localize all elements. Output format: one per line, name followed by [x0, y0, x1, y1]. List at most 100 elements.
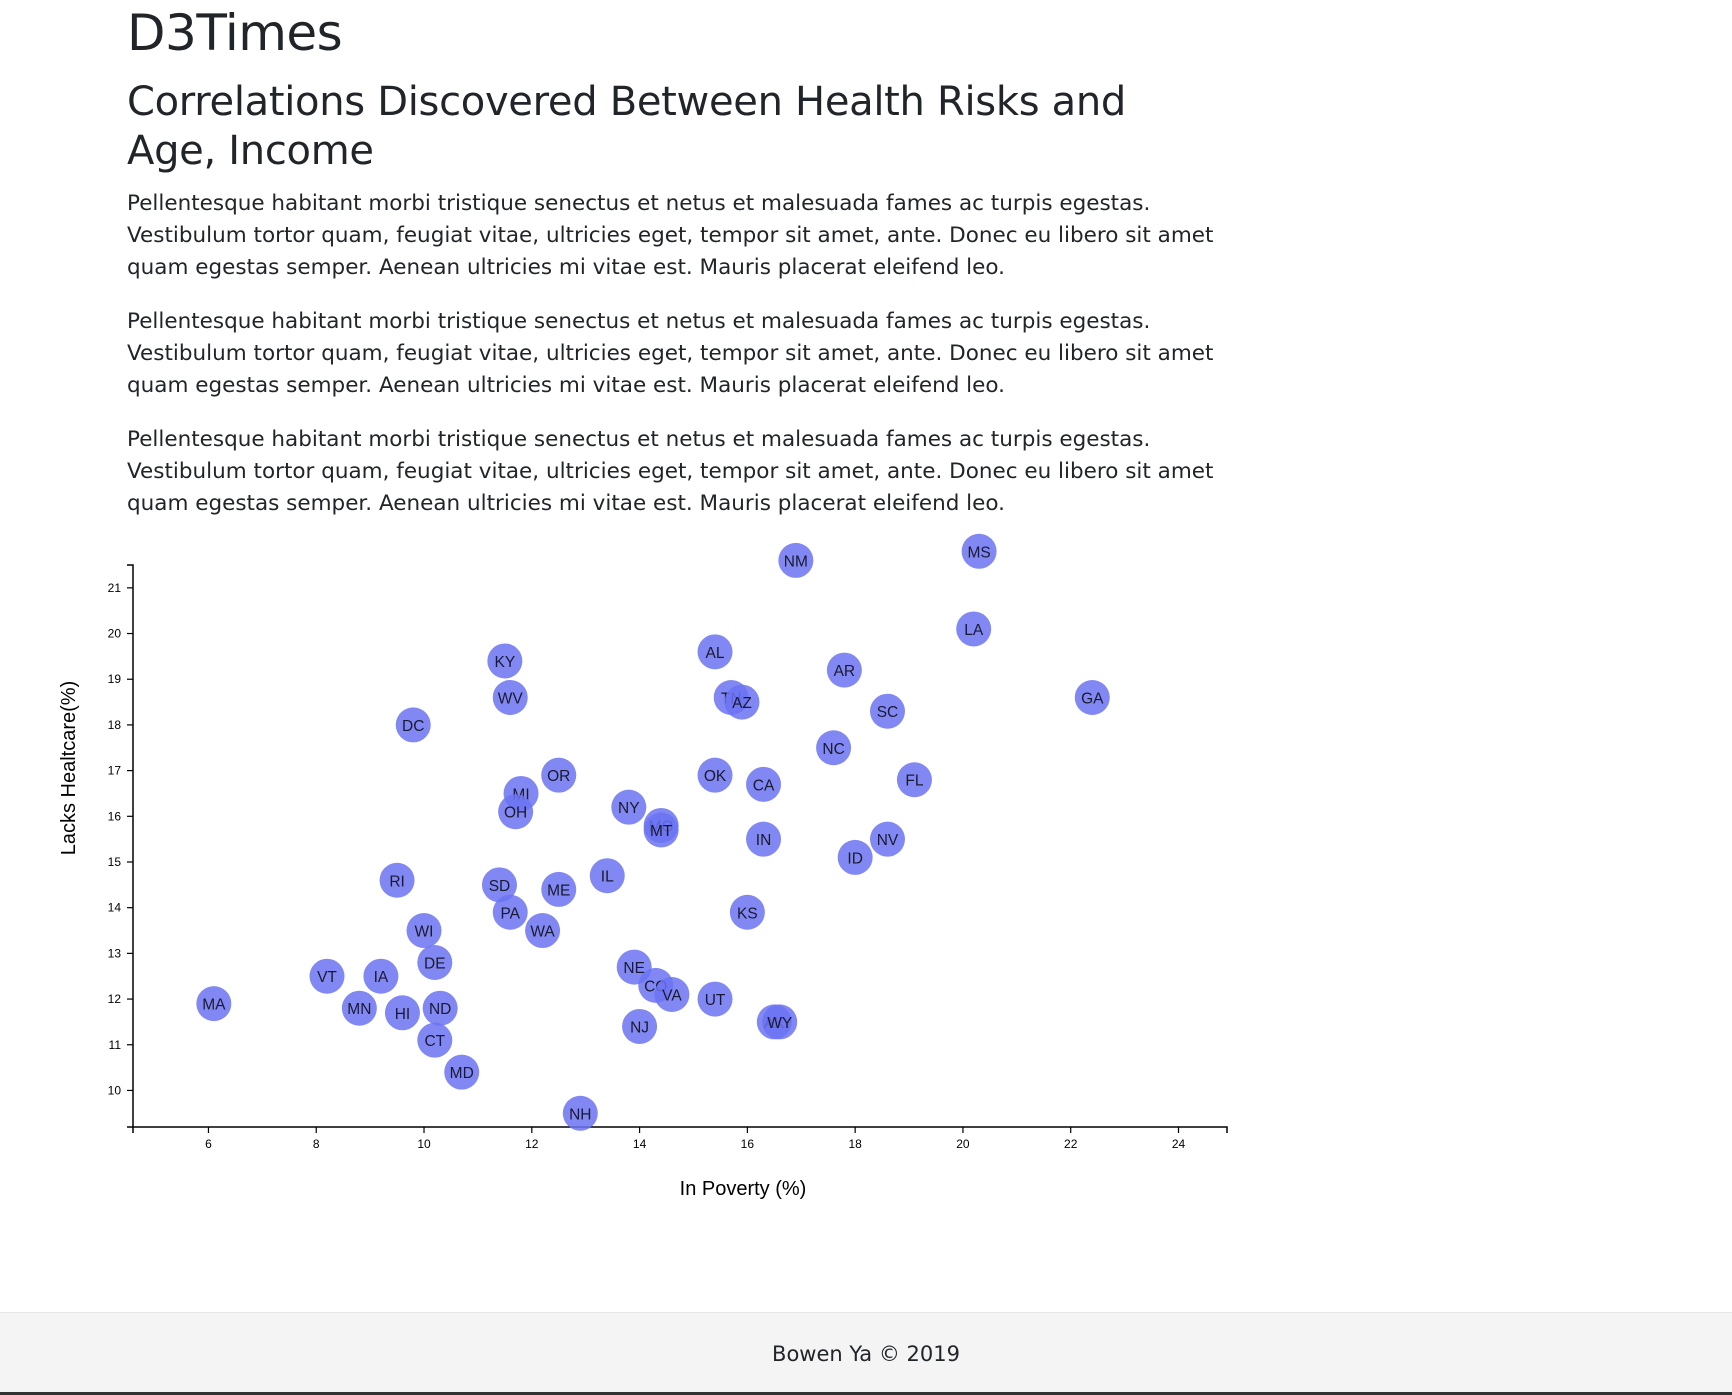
state-point[interactable]: NC	[816, 730, 852, 766]
state-point[interactable]: VT	[309, 958, 345, 994]
state-point[interactable]: WI	[406, 913, 442, 949]
state-marker[interactable]	[541, 757, 577, 793]
state-marker[interactable]	[643, 812, 679, 848]
state-point[interactable]: IA	[363, 958, 399, 994]
state-label: DC	[402, 718, 424, 735]
state-point[interactable]: SD	[481, 867, 517, 903]
state-marker[interactable]	[363, 958, 399, 994]
state-marker[interactable]	[697, 634, 733, 670]
state-marker[interactable]	[422, 990, 458, 1026]
state-marker[interactable]	[417, 945, 453, 981]
state-marker[interactable]	[492, 680, 528, 716]
state-marker[interactable]	[498, 794, 534, 830]
state-marker[interactable]	[956, 611, 992, 647]
state-marker[interactable]	[697, 981, 733, 1017]
state-point[interactable]: CT	[417, 1022, 453, 1058]
state-marker[interactable]	[444, 1054, 480, 1090]
state-marker[interactable]	[826, 652, 862, 688]
state-point[interactable]: LA	[956, 611, 992, 647]
state-marker[interactable]	[417, 1022, 453, 1058]
state-marker[interactable]	[762, 1004, 798, 1040]
state-label: MD	[450, 1065, 474, 1082]
state-marker[interactable]	[481, 867, 517, 903]
state-marker[interactable]	[869, 693, 905, 729]
state-point[interactable]: GA	[1074, 680, 1110, 716]
state-marker[interactable]	[196, 986, 232, 1022]
state-point[interactable]: WV	[492, 680, 528, 716]
state-label: NC	[822, 741, 844, 758]
state-point[interactable]: OK	[697, 757, 733, 793]
state-marker[interactable]	[1074, 680, 1110, 716]
state-marker[interactable]	[778, 542, 814, 578]
state-point[interactable]: VA	[654, 976, 690, 1012]
state-point[interactable]: CA	[746, 766, 782, 802]
state-point[interactable]: RI	[379, 862, 415, 898]
state-point[interactable]: ND	[422, 990, 458, 1026]
state-point[interactable]: MN	[341, 990, 377, 1026]
state-marker[interactable]	[589, 858, 625, 894]
state-marker[interactable]	[622, 1008, 658, 1044]
state-point[interactable]: NY	[611, 789, 647, 825]
state-marker[interactable]	[724, 684, 760, 720]
state-point[interactable]: NH	[562, 1095, 598, 1131]
state-marker[interactable]	[961, 533, 997, 569]
state-point[interactable]: HI	[384, 995, 420, 1031]
state-point[interactable]: WY	[762, 1004, 798, 1040]
state-point[interactable]: MA	[196, 986, 232, 1022]
state-label: WV	[498, 691, 524, 708]
state-point[interactable]: AR	[826, 652, 862, 688]
state-point[interactable]: MT	[643, 812, 679, 848]
state-marker[interactable]	[697, 757, 733, 793]
footer-copyright: Bowen Ya © 2019	[772, 1342, 960, 1366]
state-marker[interactable]	[487, 643, 523, 679]
state-marker[interactable]	[395, 707, 431, 743]
state-marker[interactable]	[746, 821, 782, 857]
x-axis-label[interactable]: In Poverty (%)	[680, 1178, 807, 1200]
state-label: KY	[495, 654, 516, 671]
state-marker[interactable]	[562, 1095, 598, 1131]
state-marker[interactable]	[654, 976, 690, 1012]
state-point[interactable]: NM	[778, 542, 814, 578]
state-point[interactable]: OH	[498, 794, 534, 830]
state-marker[interactable]	[379, 862, 415, 898]
state-label: WI	[415, 924, 434, 941]
state-point[interactable]: WA	[525, 913, 561, 949]
state-point[interactable]: PA	[492, 894, 528, 930]
footer: Bowen Ya © 2019	[0, 1312, 1732, 1395]
state-point[interactable]: IN	[746, 821, 782, 857]
state-point[interactable]: DC	[395, 707, 431, 743]
state-label: CT	[424, 1033, 445, 1050]
state-point[interactable]: AL	[697, 634, 733, 670]
state-marker[interactable]	[746, 766, 782, 802]
state-marker[interactable]	[492, 894, 528, 930]
state-point[interactable]: IL	[589, 858, 625, 894]
state-point[interactable]: MS	[961, 533, 997, 569]
state-marker[interactable]	[816, 730, 852, 766]
state-marker[interactable]	[611, 789, 647, 825]
state-point[interactable]: KY	[487, 643, 523, 679]
state-marker[interactable]	[406, 913, 442, 949]
state-marker[interactable]	[341, 990, 377, 1026]
state-marker[interactable]	[525, 913, 561, 949]
state-point[interactable]: KS	[729, 894, 765, 930]
state-marker[interactable]	[384, 995, 420, 1031]
state-point[interactable]: FL	[896, 762, 932, 798]
state-point[interactable]: NV	[869, 821, 905, 857]
state-marker[interactable]	[896, 762, 932, 798]
state-point[interactable]: AZ	[724, 684, 760, 720]
state-marker[interactable]	[869, 821, 905, 857]
state-point[interactable]: MD	[444, 1054, 480, 1090]
state-point[interactable]: ME	[541, 871, 577, 907]
state-marker[interactable]	[729, 894, 765, 930]
state-point[interactable]: NJ	[622, 1008, 658, 1044]
y-axis-label[interactable]: Lacks Healtcare(%)	[58, 681, 80, 856]
state-point[interactable]: UT	[697, 981, 733, 1017]
state-label: UT	[705, 992, 726, 1009]
state-point[interactable]: SC	[869, 693, 905, 729]
state-point[interactable]: DE	[417, 945, 453, 981]
state-marker[interactable]	[541, 871, 577, 907]
state-marker[interactable]	[837, 839, 873, 875]
state-marker[interactable]	[309, 958, 345, 994]
state-point[interactable]: OR	[541, 757, 577, 793]
state-point[interactable]: ID	[837, 839, 873, 875]
